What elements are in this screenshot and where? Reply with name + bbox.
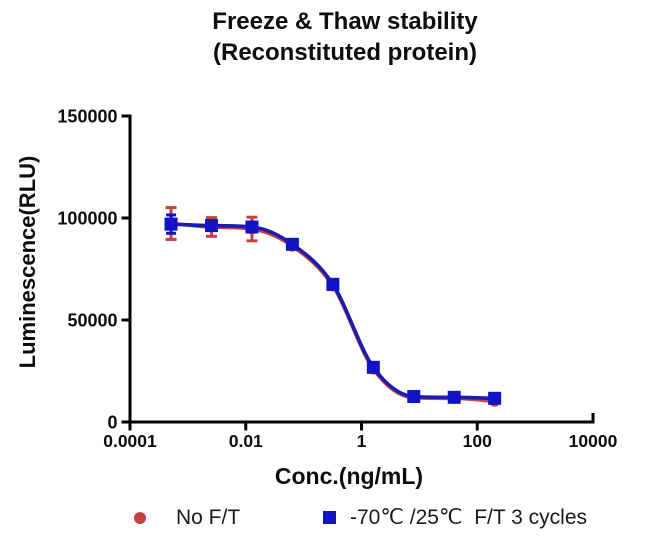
series-no-ft [165,206,501,407]
chart-title-line2: (Reconstituted protein) [213,39,477,66]
data-point-square [447,390,461,404]
data-point-square [245,220,259,234]
x-tick-label: 100 [463,431,492,451]
series-curve [169,221,497,403]
y-tick-label: 150000 [57,107,117,127]
data-point-square [164,217,178,231]
x-tick-label: 0.01 [229,431,263,451]
data-point-square [366,360,380,374]
legend-label-ft-3-cycles: -70℃ /25℃ F/T 3 cycles [350,506,588,529]
data-point-square [407,390,421,403]
data-point-square [285,237,299,251]
y-tick-label: 0 [107,413,117,433]
blue-square-icon [323,511,336,524]
data-point-square [488,391,502,405]
y-tick-label: 100000 [57,209,117,229]
red-circle-icon [134,512,146,524]
x-tick-label: 10000 [569,431,618,451]
x-tick-label: 0.0001 [103,431,157,451]
series-ft-3-cycles [164,213,502,405]
data-point-square [326,277,340,291]
x-axis-label: Conc.(ng/mL) [274,463,424,489]
x-tick-label: 1 [357,431,367,451]
legend-label-no-ft: No F/T [176,506,241,529]
chart-title: Freeze & Thaw stability (Reconstituted p… [40,6,650,68]
axes: 0 50000 100000 150000 0.0001 0.01 1 100 10000 [57,107,617,452]
series-curve [169,222,497,401]
y-tick-label: 50000 [67,311,117,331]
data-point-square [205,219,219,233]
chart-title-line1: Freeze & Thaw stability [212,8,478,35]
